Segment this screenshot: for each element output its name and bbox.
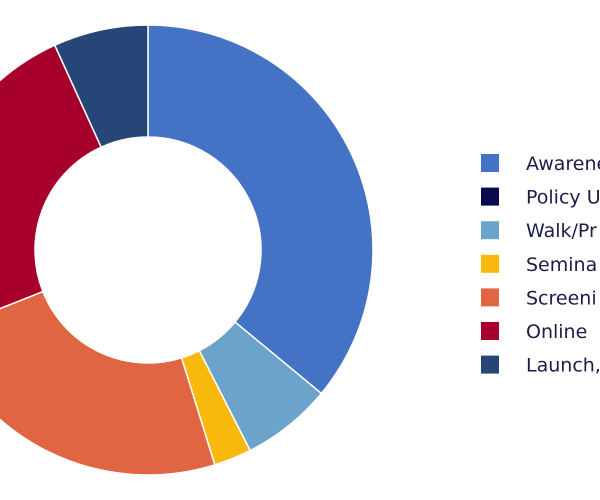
legend-swatch-0 bbox=[481, 154, 499, 172]
legend-swatch-3 bbox=[481, 254, 499, 273]
legend-swatch-5 bbox=[481, 322, 499, 340]
legend-label-4: Screeni bbox=[526, 287, 597, 309]
legend-label-1: Policy U bbox=[526, 187, 600, 209]
legend-label-5: Online bbox=[526, 321, 587, 343]
chart-legend: Awarenes Policy U Walk/Pr Semina Screeni Onli… bbox=[481, 153, 600, 377]
legend-label-2: Walk/Pr bbox=[526, 220, 597, 242]
legend-item-6: Launch, bbox=[481, 355, 600, 377]
legend-item-4: Screeni bbox=[481, 287, 597, 309]
legend-item-2: Walk/Pr bbox=[481, 220, 597, 242]
legend-label-6: Launch, bbox=[526, 355, 600, 377]
legend-label-0: Awarenes bbox=[526, 153, 600, 175]
legend-swatch-1 bbox=[481, 187, 499, 206]
legend-item-1: Policy U bbox=[481, 187, 600, 209]
donut-slices bbox=[0, 24, 374, 476]
legend-swatch-2 bbox=[481, 221, 499, 240]
legend-label-3: Semina bbox=[526, 254, 597, 276]
legend-item-3: Semina bbox=[481, 254, 597, 276]
legend-swatch-4 bbox=[481, 288, 499, 307]
donut-slice-4 bbox=[0, 290, 216, 476]
donut-slice-6 bbox=[53, 24, 149, 149]
legend-item-0: Awarenes bbox=[481, 153, 600, 175]
legend-item-5: Online bbox=[481, 321, 587, 343]
donut-slice-5 bbox=[0, 44, 103, 310]
legend-swatch-6 bbox=[481, 355, 499, 374]
donut-slice-0 bbox=[147, 24, 374, 395]
